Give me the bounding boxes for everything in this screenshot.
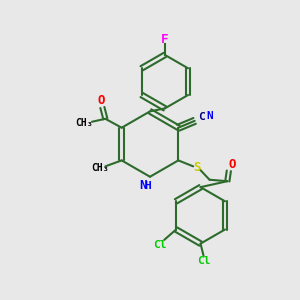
Text: CH₃: CH₃ [91, 163, 109, 173]
Text: O: O [97, 94, 105, 107]
Text: N: N [206, 111, 213, 121]
Text: F: F [161, 33, 169, 46]
Text: Cl: Cl [153, 240, 166, 250]
Text: Cl: Cl [197, 256, 211, 266]
Text: N: N [139, 179, 146, 192]
Text: C: C [198, 112, 205, 122]
Text: H: H [144, 181, 151, 191]
Text: O: O [228, 158, 236, 171]
Text: CH₃: CH₃ [76, 118, 93, 128]
Text: S: S [193, 161, 200, 174]
